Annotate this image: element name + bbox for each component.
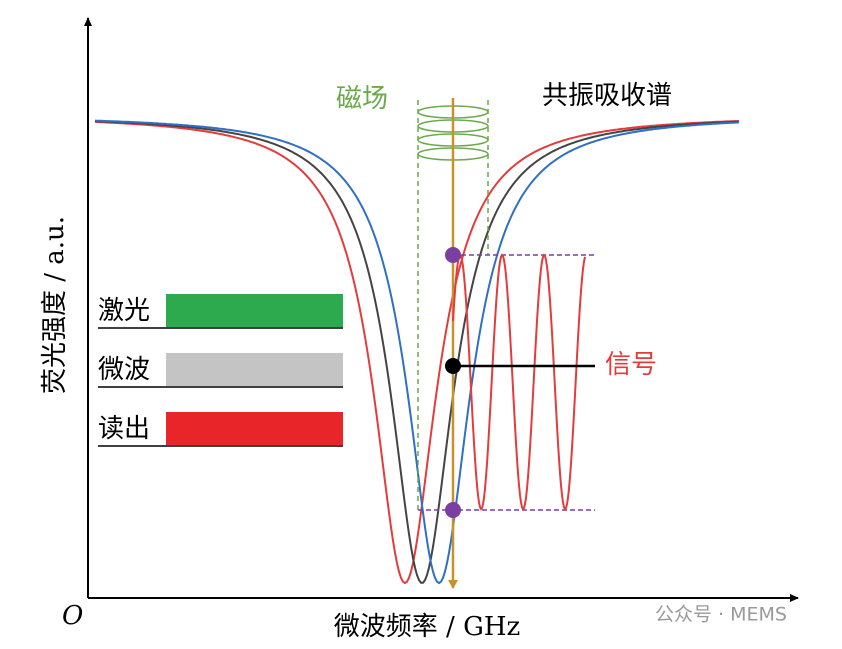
resonance-curve	[94, 120, 740, 584]
signal-wave	[452, 253, 586, 511]
point	[445, 247, 461, 263]
readout-bar	[166, 412, 343, 445]
origin-label: O	[62, 601, 83, 631]
readout-label: 读出	[98, 414, 150, 444]
spectrum-label: 共振吸收谱	[542, 81, 672, 111]
point	[445, 358, 461, 374]
resonance-curve	[94, 119, 740, 585]
y-axis-label: 荧光强度 / a.u.	[40, 216, 70, 394]
watermark: 公众号 · MEMS	[655, 604, 787, 626]
microwave-label: 微波	[98, 355, 150, 385]
laser-bar	[166, 294, 343, 327]
signal-label: 信号	[605, 350, 657, 380]
microwave-bar	[166, 353, 343, 386]
laser-label: 激光	[98, 296, 150, 326]
spectra	[94, 119, 740, 585]
point	[445, 502, 461, 518]
x-axis-label: 微波频率 / GHz	[334, 612, 520, 642]
field-label: 磁场	[336, 84, 388, 114]
resonance-curve	[94, 120, 740, 585]
